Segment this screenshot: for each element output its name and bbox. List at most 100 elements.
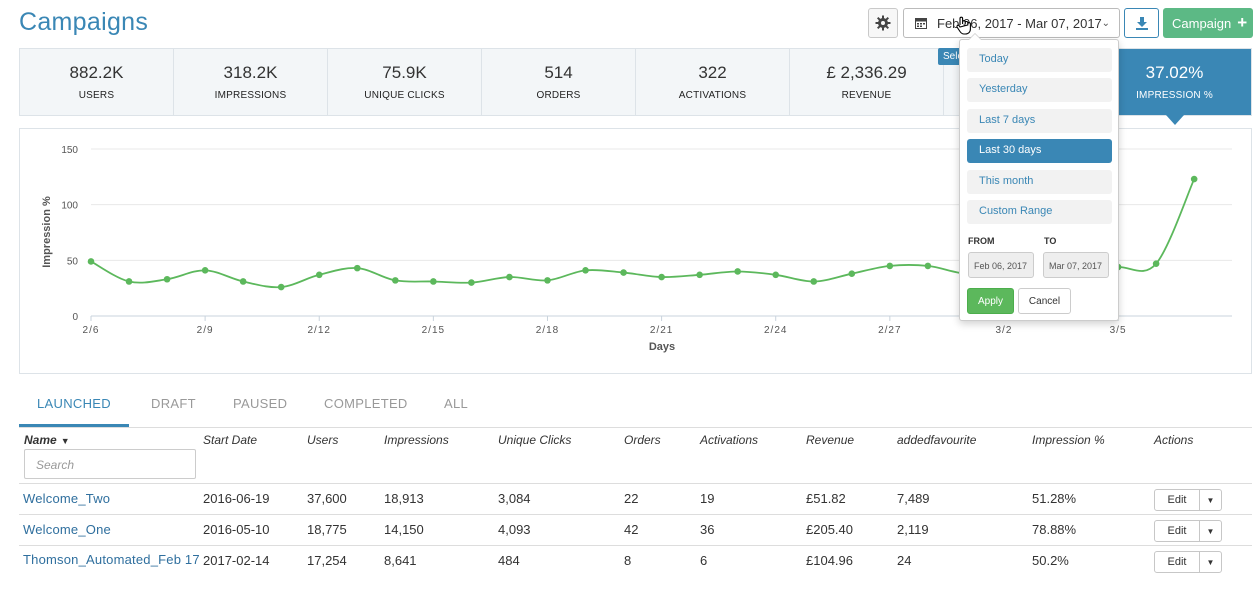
range-option-today[interactable]: Today xyxy=(967,48,1112,72)
page-title: Campaigns xyxy=(19,8,149,36)
cell-revenue: £205.40 xyxy=(806,522,853,537)
column-header-users[interactable]: Users xyxy=(307,433,339,447)
caret-down-icon[interactable]: ▼ xyxy=(1206,558,1215,567)
range-option-this-month[interactable]: This month xyxy=(967,170,1112,194)
settings-button[interactable] xyxy=(868,8,898,38)
from-date-input[interactable]: Feb 06, 2017 xyxy=(968,252,1034,278)
range-option-custom-range[interactable]: Custom Range xyxy=(967,200,1112,224)
caret-down-icon[interactable]: ▼ xyxy=(1206,496,1215,505)
column-header-impression-percent[interactable]: Impression % xyxy=(1032,433,1105,447)
row-actions: Edit ▼ xyxy=(1154,489,1222,511)
x-axis-label: Days xyxy=(649,341,675,353)
column-header-activations[interactable]: Activations xyxy=(700,433,759,447)
stat-activations[interactable]: 322 ACTIVATIONS xyxy=(636,49,790,115)
sort-down-icon: ▼ xyxy=(60,436,70,446)
cell-start-date: 2016-05-10 xyxy=(203,522,270,537)
cell-revenue: £51.82 xyxy=(806,491,846,506)
date-range-picker[interactable]: Feb 06, 2017 - Mar 07, 2017 ⌄ xyxy=(903,8,1120,38)
column-header-start-date[interactable]: Start Date xyxy=(203,433,258,447)
campaign-name-link[interactable]: Welcome_Two xyxy=(23,491,111,506)
tab-launched[interactable]: LAUNCHED xyxy=(19,390,129,427)
cell-users: 17,254 xyxy=(307,553,347,568)
column-header-label: Name xyxy=(24,433,57,447)
cell-impression-percent: 78.88% xyxy=(1032,522,1077,537)
campaign-name-link[interactable]: Thomson_Automated_Feb 17 xyxy=(23,552,200,567)
column-header-unique-clicks[interactable]: Unique Clicks xyxy=(498,433,572,447)
range-option-yesterday[interactable]: Yesterday xyxy=(967,78,1112,102)
data-point xyxy=(772,271,780,279)
stat-orders[interactable]: 514 ORDERS xyxy=(482,49,636,115)
table-row: Welcome_Two 2016-06-19 37,600 18,913 3,0… xyxy=(19,484,1252,515)
data-point xyxy=(125,278,133,285)
stat-revenue[interactable]: £ 2,336.29 REVENUE xyxy=(790,49,944,115)
stat-users[interactable]: 882.2K USERS xyxy=(20,49,174,115)
edit-button[interactable]: Edit xyxy=(1155,490,1200,510)
apply-button[interactable]: Apply xyxy=(967,288,1014,314)
stat-label: UNIQUE CLICKS xyxy=(364,90,445,101)
range-option-last-7-days[interactable]: Last 7 days xyxy=(967,109,1112,133)
gear-icon xyxy=(875,15,891,31)
cell-activations: 36 xyxy=(700,522,715,537)
cell-unique-clicks: 4,093 xyxy=(498,522,531,537)
cancel-button[interactable]: Cancel xyxy=(1018,288,1071,314)
cell-orders: 8 xyxy=(624,553,632,568)
plus-icon: + xyxy=(1237,13,1248,32)
row-actions: Edit ▼ xyxy=(1154,551,1222,573)
range-option-last-30-days[interactable]: Last 30 days xyxy=(967,139,1112,163)
table-row: Thomson_Automated_Feb 17 2017-02-14 17,2… xyxy=(19,546,1252,594)
caret-down-icon[interactable]: ▼ xyxy=(1206,527,1215,536)
stat-label: ORDERS xyxy=(536,90,581,101)
x-tick-label: 2/12 xyxy=(308,325,331,336)
tab-all[interactable]: ALL xyxy=(444,396,469,411)
campaign-name-link[interactable]: Welcome_One xyxy=(23,522,111,537)
y-axis-label: Impression % xyxy=(41,196,53,268)
data-point xyxy=(582,267,589,274)
cell-start-date: 2017-02-14 xyxy=(203,553,270,568)
column-header-addedfavourite[interactable]: addedfavourite xyxy=(897,433,977,447)
download-button[interactable] xyxy=(1124,8,1159,38)
data-point xyxy=(658,273,665,281)
column-header-revenue[interactable]: Revenue xyxy=(806,433,855,447)
edit-button[interactable]: Edit xyxy=(1155,521,1200,541)
stat-impressions[interactable]: 318.2K IMPRESSIONS xyxy=(174,49,328,115)
stat-value: 75.9K xyxy=(382,63,427,82)
cell-addedfavourite: 2,119 xyxy=(897,522,929,537)
tab-completed[interactable]: COMPLETED xyxy=(324,396,408,411)
campaigns-table: Name ▼ Start Date Users Impressions Uniqu… xyxy=(19,427,1252,594)
cell-users: 37,600 xyxy=(307,491,347,506)
cell-impressions: 14,150 xyxy=(384,522,424,537)
data-point xyxy=(468,279,475,286)
y-tick-label: 100 xyxy=(61,201,78,212)
y-tick-label: 0 xyxy=(72,312,78,323)
x-tick-label: 3/5 xyxy=(1110,325,1127,336)
cell-activations: 19 xyxy=(700,491,715,506)
data-point xyxy=(1190,175,1198,183)
search-input[interactable]: Search xyxy=(24,449,196,479)
stat-value: 318.2K xyxy=(223,63,278,82)
x-tick-label: 2/15 xyxy=(422,325,445,336)
data-point xyxy=(544,277,551,284)
column-header-name[interactable]: Name ▼ xyxy=(24,433,70,447)
cell-revenue: £104.96 xyxy=(806,553,853,568)
date-range-label: Feb 06, 2017 - Mar 07, 2017 xyxy=(937,15,1102,31)
data-point xyxy=(430,278,437,285)
stat-unique-clicks[interactable]: 75.9K UNIQUE CLICKS xyxy=(328,49,482,115)
column-header-impressions[interactable]: Impressions xyxy=(384,433,449,447)
add-campaign-button[interactable]: Campaign + xyxy=(1163,8,1253,38)
stat-value: 37.02% xyxy=(1145,63,1204,82)
to-date-input[interactable]: Mar 07, 2017 xyxy=(1043,252,1109,278)
x-tick-label: 2/6 xyxy=(83,325,100,336)
data-point xyxy=(848,270,856,277)
data-point xyxy=(163,275,171,283)
edit-button[interactable]: Edit xyxy=(1155,552,1200,572)
stat-label: ACTIVATIONS xyxy=(678,90,747,101)
stat-impression-percent[interactable]: 37.02% IMPRESSION % xyxy=(1098,49,1251,125)
tab-draft[interactable]: DRAFT xyxy=(151,396,196,411)
cell-activations: 6 xyxy=(700,553,708,568)
table-row: Welcome_One 2016-05-10 18,775 14,150 4,0… xyxy=(19,515,1252,546)
cell-unique-clicks: 484 xyxy=(498,553,520,568)
column-header-orders[interactable]: Orders xyxy=(624,433,661,447)
tab-paused[interactable]: PAUSED xyxy=(233,396,288,411)
add-campaign-label: Campaign xyxy=(1172,15,1232,31)
data-point xyxy=(87,258,95,265)
